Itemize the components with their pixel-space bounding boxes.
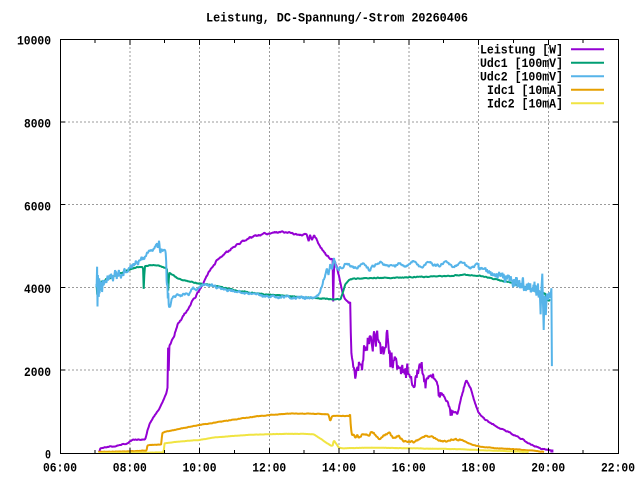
svg-text:18:00: 18:00 (462, 462, 496, 476)
svg-text:Udc2 [100mV]: Udc2 [100mV] (480, 70, 563, 84)
svg-text:06:00: 06:00 (43, 462, 77, 476)
svg-text:12:00: 12:00 (252, 462, 286, 476)
svg-text:8000: 8000 (24, 118, 51, 132)
svg-text:4000: 4000 (24, 283, 51, 297)
svg-text:14:00: 14:00 (322, 462, 356, 476)
svg-text:6000: 6000 (24, 200, 51, 214)
svg-text:10:00: 10:00 (183, 462, 217, 476)
svg-text:20:00: 20:00 (531, 462, 565, 476)
svg-text:10000: 10000 (17, 35, 51, 49)
svg-text:Idc2 [10mA]: Idc2 [10mA] (487, 97, 563, 111)
svg-text:0: 0 (45, 449, 51, 463)
svg-text:2000: 2000 (24, 366, 51, 380)
svg-text:Leistung [W]: Leistung [W] (480, 43, 563, 57)
svg-text:Udc1 [100mV]: Udc1 [100mV] (480, 57, 563, 71)
svg-text:Leistung, DC-Spannung/-Strom 2: Leistung, DC-Spannung/-Strom 20260406 (206, 12, 468, 26)
svg-text:16:00: 16:00 (392, 462, 426, 476)
svg-text:Idc1 [10mA]: Idc1 [10mA] (487, 84, 563, 98)
svg-text:22:00: 22:00 (601, 462, 635, 476)
svg-text:08:00: 08:00 (113, 462, 147, 476)
